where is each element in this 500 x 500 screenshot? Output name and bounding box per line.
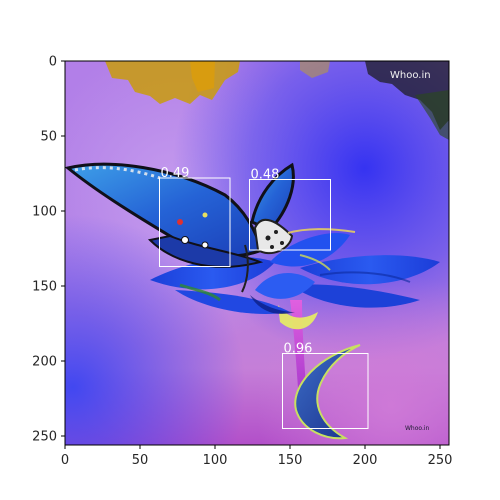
y-tick-label: 150 (32, 280, 57, 295)
top-artifacts (105, 61, 449, 140)
detection-box (282, 353, 369, 429)
y-tick-label: 50 (40, 130, 57, 145)
green-accents (179, 254, 331, 302)
detection-box (159, 177, 231, 267)
detection-score-label: 0.96 (284, 342, 313, 357)
x-tick-label: 0 (61, 453, 69, 468)
x-tick-label: 250 (428, 453, 453, 468)
x-axis: 0 50 100 150 200 250 (61, 445, 453, 468)
detections: 0.49 0.48 0.96 (159, 166, 369, 429)
axes-frame (64, 60, 450, 446)
y-tick-label: 250 (32, 430, 57, 445)
detection-score-label: 0.49 (161, 166, 190, 181)
flower-center (278, 305, 318, 330)
detection-box (249, 179, 331, 251)
butterfly (65, 162, 356, 293)
x-tick-label: 150 (278, 453, 303, 468)
x-tick-label: 50 (132, 453, 149, 468)
crescent-moon (294, 344, 361, 440)
x-tick-label: 100 (203, 453, 228, 468)
y-axis: 0 50 100 150 200 250 (32, 55, 65, 445)
watermark-top: Whoo.in (390, 70, 431, 81)
x-tick-label: 200 (353, 453, 378, 468)
image: Whoo.in Whoo.in (65, 61, 449, 445)
watermark-bottom: Whoo.in (405, 425, 430, 432)
y-tick-label: 0 (49, 55, 57, 70)
y-tick-label: 200 (32, 355, 57, 370)
y-tick-label: 100 (32, 205, 57, 220)
detection-score-label: 0.48 (251, 168, 280, 183)
